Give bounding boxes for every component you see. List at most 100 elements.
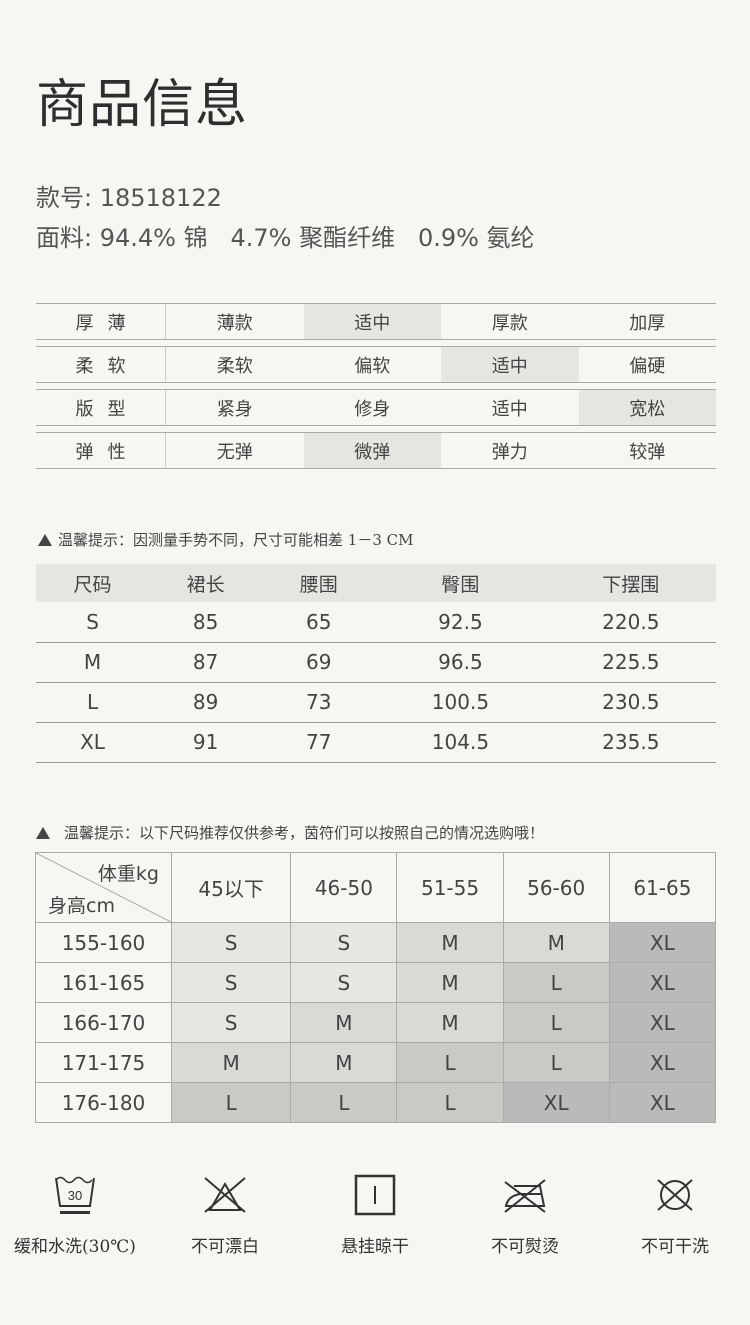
fabric-composition: 面料: 94.4% 锦 4.7% 聚酯纤维 0.9% 氨纶 <box>36 224 535 252</box>
attribute-table: 厚薄 薄款 适中 厚款 加厚 柔软 柔软 偏软 适中 偏硬 版型 紧身 修身 适中 宽松 弹性 无弹 微弹 弹力 较弹 <box>36 303 716 475</box>
care-item: 不可漂白 <box>150 1172 300 1257</box>
size-table: 尺码 裙长 腰围 臀围 下摆围 S 85 65 92.5 220.5 M 87 69 96.5 225.5 L… <box>36 564 716 763</box>
size-cell: L <box>502 962 610 1003</box>
attribute-row: 版型 紧身 修身 适中 宽松 <box>36 389 716 426</box>
attribute-option-selected: 适中 <box>303 304 441 339</box>
no-dry-clean-icon <box>657 1179 693 1211</box>
warning-icon <box>36 826 50 839</box>
table-row: 161-165 S S M L XL <box>35 962 717 1003</box>
attribute-option: 弹力 <box>491 441 528 463</box>
table-cell: 87 <box>149 642 263 683</box>
size-cell: S <box>170 922 292 963</box>
size-cell: M <box>502 922 610 963</box>
care-label: 不可漂白 <box>191 1237 259 1257</box>
table-cell: 92.5 <box>375 602 546 643</box>
attribute-option: 薄款 <box>216 312 253 334</box>
attribute-option: 较弹 <box>629 441 666 463</box>
table-cell: 225.5 <box>545 642 716 683</box>
size-cell: S <box>170 1002 292 1043</box>
size-recommendation-table: 体重kg 身高cm 45以下 46-50 51-55 56-60 61-65 155-160… <box>35 852 717 1123</box>
attribute-option: 紧身 <box>216 398 253 420</box>
size-cell: L <box>170 1082 292 1123</box>
page-title: 商品信息 <box>36 75 249 135</box>
height-label: 身高cm <box>48 895 115 917</box>
size-cell: M <box>170 1042 292 1083</box>
size-cell: L <box>502 1042 610 1083</box>
attribute-row: 柔软 柔软 偏软 适中 偏硬 <box>36 346 716 383</box>
attribute-option: 修身 <box>354 398 391 420</box>
table-row: 176-180 L L L XL XL <box>35 1082 717 1123</box>
attribute-label: 弹性 <box>36 433 166 468</box>
no-bleach-icon <box>204 1177 246 1213</box>
table-cell: S <box>36 602 150 643</box>
table-row: M 87 69 96.5 225.5 <box>36 642 716 683</box>
weight-header: 51-55 <box>396 852 504 923</box>
table-cell: XL <box>36 722 150 763</box>
size-cell: XL <box>608 962 717 1003</box>
column-header: 臀围 <box>375 564 546 602</box>
table-cell: 220.5 <box>545 602 716 643</box>
weight-header: 61-65 <box>608 852 717 923</box>
column-header: 裙长 <box>149 564 263 602</box>
attribute-option: 偏软 <box>354 355 391 377</box>
size-cell: S <box>170 962 292 1003</box>
weight-header: 46-50 <box>290 852 398 923</box>
table-row: L 89 73 100.5 230.5 <box>36 682 716 723</box>
care-instructions: 30 缓和水洗(30℃) 不可漂白 悬挂晾干 不可熨烫 不可干洗 <box>0 1172 750 1257</box>
table-cell: 230.5 <box>545 682 716 723</box>
care-item: 不可干洗 <box>600 1172 750 1257</box>
hang-dry-icon <box>354 1174 396 1216</box>
attribute-label: 柔软 <box>36 347 166 382</box>
size-cell: M <box>396 1002 504 1043</box>
column-header: 腰围 <box>262 564 376 602</box>
weight-header: 45以下 <box>170 852 292 923</box>
size-cell: M <box>396 962 504 1003</box>
attribute-label: 版型 <box>36 390 166 425</box>
size-cell: XL <box>608 1042 717 1083</box>
table-cell: 104.5 <box>375 722 546 763</box>
care-item: 悬挂晾干 <box>300 1172 450 1257</box>
size-cell: M <box>290 1002 398 1043</box>
size-cell: S <box>290 962 398 1003</box>
table-row: 166-170 S M M L XL <box>35 1002 717 1043</box>
table-cell: 100.5 <box>375 682 546 723</box>
weight-header: 56-60 <box>502 852 610 923</box>
table-cell: 91 <box>149 722 263 763</box>
table-cell: 89 <box>149 682 263 723</box>
attribute-option: 适中 <box>491 398 528 420</box>
attribute-option: 无弹 <box>216 441 253 463</box>
table-cell: 96.5 <box>375 642 546 683</box>
size-cell: S <box>290 922 398 963</box>
table-cell: L <box>36 682 150 723</box>
svg-text:30: 30 <box>68 1188 82 1203</box>
style-number: 款号: 18518122 <box>36 184 222 212</box>
size-cell: L <box>396 1042 504 1083</box>
attribute-option-selected: 适中 <box>441 347 579 382</box>
weight-label: 体重kg <box>97 863 159 885</box>
size-cell: M <box>290 1042 398 1083</box>
warning-icon <box>38 533 52 546</box>
size-cell: L <box>396 1082 504 1123</box>
care-label: 缓和水洗(30℃) <box>14 1237 136 1257</box>
table-corner-header: 体重kg 身高cm <box>36 853 171 922</box>
attribute-option-selected: 微弹 <box>303 433 441 468</box>
care-label: 悬挂晾干 <box>341 1237 409 1257</box>
tip-measurement: 温馨提示：因测量手势不同，尺寸可能相差 1－3 CM <box>38 529 413 550</box>
table-cell: 65 <box>262 602 376 643</box>
table-row: XL 91 77 104.5 235.5 <box>36 722 716 763</box>
attribute-option: 加厚 <box>629 312 666 334</box>
height-cell: 161-165 <box>35 962 172 1003</box>
attribute-row: 弹性 无弹 微弹 弹力 较弹 <box>36 432 716 469</box>
height-cell: 176-180 <box>35 1082 172 1123</box>
care-label: 不可干洗 <box>641 1237 709 1257</box>
attribute-option: 柔软 <box>216 355 253 377</box>
attribute-row: 厚薄 薄款 适中 厚款 加厚 <box>36 303 716 340</box>
size-cell: L <box>290 1082 398 1123</box>
height-cell: 155-160 <box>35 922 172 963</box>
care-item: 30 缓和水洗(30℃) <box>0 1172 150 1257</box>
table-cell: 73 <box>262 682 376 723</box>
table-row: 155-160 S S M M XL <box>35 922 717 963</box>
table-cell: M <box>36 642 150 683</box>
tip-text: 温馨提示：以下尺码推荐仅供参考，茵符们可以按照自己的情况选购哦！ <box>64 824 545 842</box>
column-header: 尺码 <box>36 564 150 602</box>
